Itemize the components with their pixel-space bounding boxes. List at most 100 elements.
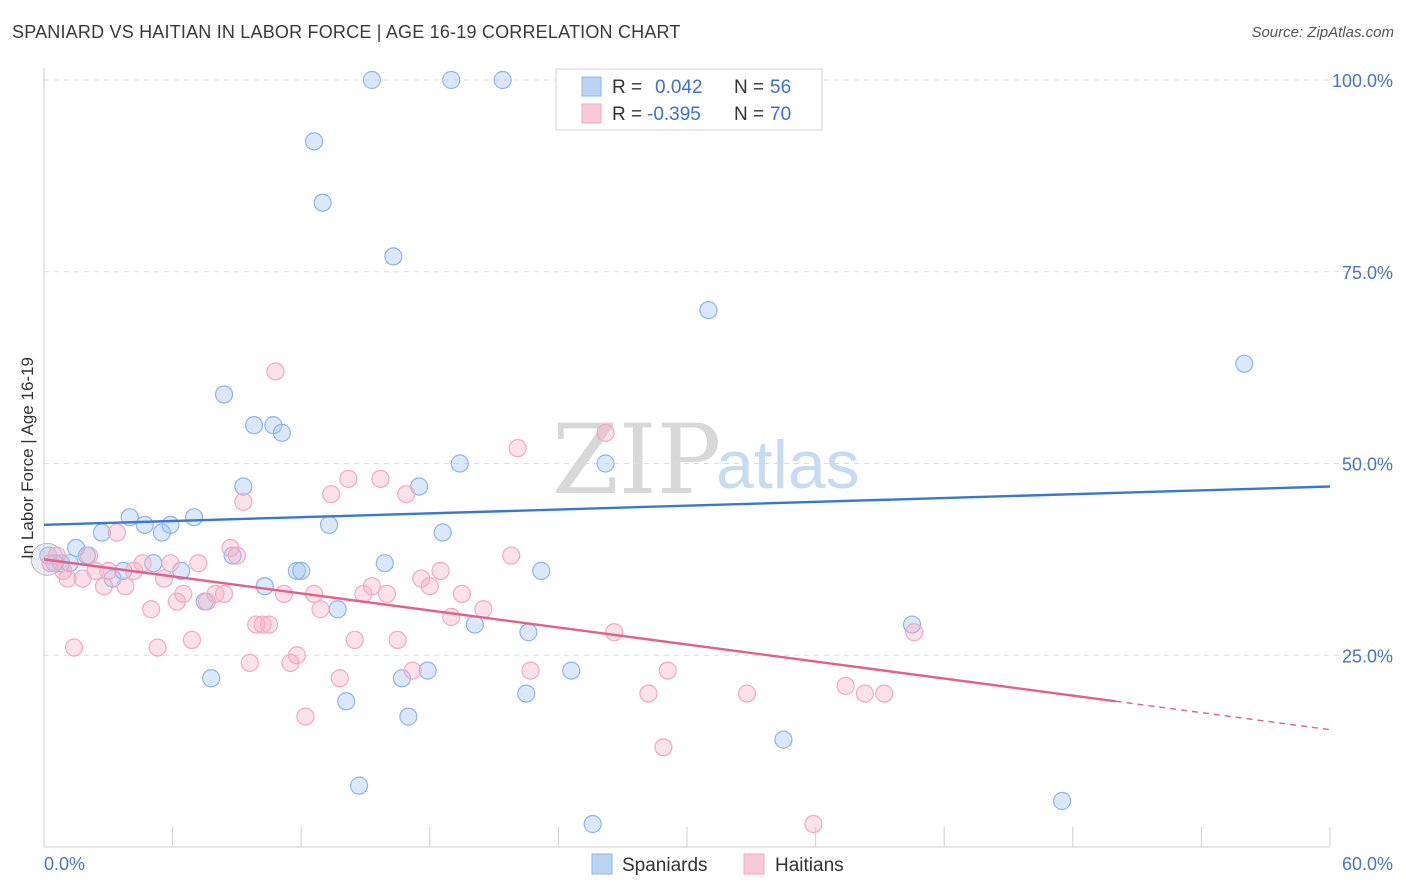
haitian-point-17 [161, 554, 180, 573]
y-tick-labels: 25.0% 50.0% 75.0% 100.0% [1332, 71, 1393, 666]
haitian-point-64 [737, 684, 757, 703]
spaniard-point-40 [433, 523, 452, 542]
legend-r-value-1: 0.042 [655, 77, 703, 98]
bottom-legend-label-haitians: Haitians [775, 855, 844, 876]
haitian-point-19 [174, 584, 193, 603]
spaniard-point-45 [517, 684, 536, 703]
legend-n-value-1: 56 [770, 77, 791, 98]
haitian-point-24 [214, 584, 234, 603]
haitian-point-10 [107, 523, 126, 542]
spaniard-point-35 [384, 247, 403, 266]
haitian-point-40 [330, 669, 349, 688]
haitian-point-42 [345, 630, 364, 650]
haitian-point-21 [189, 554, 208, 573]
y-tick-label-100: 100.0% [1332, 71, 1393, 91]
spaniard-point-20 [234, 477, 253, 496]
haitian-point-33 [274, 584, 294, 603]
legend-r-label-1: R = [612, 77, 642, 98]
spaniard-point-54 [1052, 791, 1072, 811]
watermark: ZIP atlas [552, 404, 860, 516]
spaniard-point-24 [272, 423, 292, 442]
spaniards-points [30, 70, 1254, 834]
haitian-point-20 [182, 630, 201, 650]
source-credit: Source: ZipAtlas.com [1251, 24, 1394, 41]
legend-r-label-2: R = [612, 104, 642, 125]
haitian-point-28 [240, 653, 259, 673]
y-tick-label-75: 75.0% [1342, 263, 1393, 283]
spaniard-point-44 [493, 70, 512, 90]
spaniard-point-33 [362, 70, 382, 90]
spaniard-point-46 [519, 623, 538, 642]
bottom-legend-label-spaniards: Spaniards [622, 855, 708, 876]
legend-swatch-spaniards [581, 76, 602, 97]
spaniard-point-51 [699, 301, 718, 320]
haitian-point-54 [452, 584, 472, 603]
spaniard-point-10 [135, 515, 154, 534]
haitians-trend-line-extension [1115, 700, 1331, 731]
spaniard-point-47 [532, 561, 551, 580]
haitian-point-3 [58, 569, 77, 588]
haitian-point-59 [596, 423, 615, 442]
haitian-point-49 [403, 661, 422, 680]
haitians-trend-line [43, 558, 1116, 703]
x-tick-label-max: 60.0% [1342, 854, 1393, 874]
haitian-point-61 [639, 684, 658, 703]
spaniard-point-17 [202, 669, 221, 688]
x-tick-label-min: 0.0% [44, 854, 85, 874]
haitian-point-11 [116, 577, 135, 596]
haitian-point-57 [508, 439, 527, 458]
haitian-point-63 [658, 661, 677, 680]
spaniard-point-39 [418, 661, 437, 680]
haitian-point-52 [431, 561, 450, 580]
spaniard-point-52 [774, 730, 793, 749]
watermark-zip: ZIP [552, 404, 721, 516]
haitian-point-31 [259, 615, 279, 634]
legend-n-value-2: 70 [770, 104, 791, 125]
legend-n-label-1: N = [734, 77, 764, 98]
watermark-atlas: atlas [716, 427, 860, 503]
spaniard-point-13 [161, 515, 180, 534]
y-tick-label-25: 25.0% [1342, 646, 1393, 666]
spaniard-point-18 [214, 385, 234, 404]
haitian-point-14 [142, 600, 161, 619]
spaniard-point-31 [337, 692, 356, 711]
spaniard-point-34 [375, 554, 394, 573]
legend-r-value-2: -0.395 [647, 104, 701, 125]
spaniard-point-26 [292, 561, 311, 580]
haitian-point-29 [247, 615, 266, 634]
haitian-point-13 [133, 554, 152, 573]
spaniard-point-25 [287, 561, 307, 580]
haitian-point-47 [388, 630, 407, 650]
haitian-point-27 [234, 492, 253, 511]
spaniard-point-27 [304, 132, 324, 151]
haitian-point-45 [371, 469, 390, 488]
haitian-point-58 [521, 661, 540, 680]
haitian-point-56 [502, 546, 521, 565]
haitian-point-44 [362, 577, 382, 596]
spaniard-point-22 [255, 577, 274, 596]
y-axis-title: In Labor Force | Age 16-19 [18, 357, 37, 559]
spaniard-point-43 [465, 615, 484, 634]
haitian-point-30 [253, 615, 272, 634]
haitian-point-51 [420, 577, 439, 596]
haitian-point-9 [99, 561, 118, 580]
y-tick-label-50: 50.0% [1342, 455, 1393, 475]
legend: R = 0.042 N = 56 R = -0.395 N = 70 [555, 68, 823, 131]
haitian-point-4 [64, 638, 84, 657]
spaniard-point-42 [450, 454, 469, 473]
haitian-point-35 [287, 646, 307, 665]
haitian-point-38 [311, 600, 330, 619]
bottom-legend-swatch-spaniards [591, 853, 613, 875]
axes [43, 68, 1331, 848]
haitian-point-39 [322, 485, 341, 504]
trend-lines [43, 485, 1331, 731]
haitian-point-60 [605, 623, 624, 642]
grid [44, 79, 1392, 656]
haitian-point-8 [94, 577, 114, 596]
haitian-point-65 [804, 814, 823, 834]
bottom-legend-swatch-haitians [743, 853, 765, 875]
haitian-point-6 [79, 546, 99, 565]
spaniard-point-41 [442, 70, 461, 90]
haitian-point-46 [377, 584, 397, 603]
